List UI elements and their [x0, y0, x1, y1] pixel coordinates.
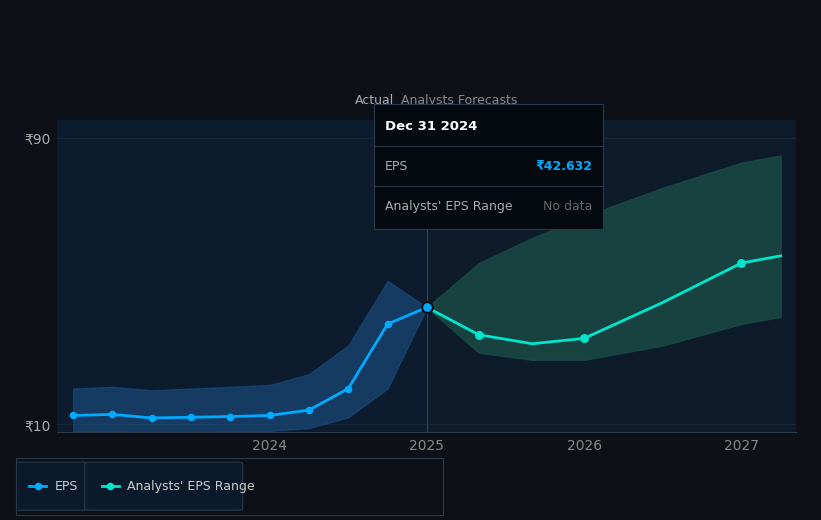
Text: ₹42.632: ₹42.632 [535, 160, 592, 173]
Text: Analysts' EPS Range: Analysts' EPS Range [385, 200, 512, 213]
Point [342, 384, 355, 393]
Point [145, 414, 158, 422]
Text: Dec 31 2024: Dec 31 2024 [385, 120, 478, 133]
FancyBboxPatch shape [85, 462, 243, 510]
Point [302, 406, 315, 414]
Point [103, 482, 117, 490]
Text: No data: No data [543, 200, 592, 213]
Text: Analysts' EPS Range: Analysts' EPS Range [127, 479, 255, 493]
Point [106, 410, 119, 419]
Bar [57, 120, 427, 432]
Point [381, 320, 394, 328]
Text: EPS: EPS [385, 160, 408, 173]
Point [67, 411, 80, 420]
Point [224, 412, 237, 421]
Text: EPS: EPS [55, 479, 78, 493]
Text: Actual: Actual [355, 94, 394, 107]
Point [472, 331, 485, 339]
Point [185, 413, 198, 421]
Text: Analysts Forecasts: Analysts Forecasts [401, 94, 517, 107]
Point [264, 411, 277, 420]
Point [735, 259, 748, 267]
Point [577, 334, 590, 343]
FancyBboxPatch shape [12, 462, 89, 510]
Point [420, 303, 433, 311]
Point [31, 482, 44, 490]
